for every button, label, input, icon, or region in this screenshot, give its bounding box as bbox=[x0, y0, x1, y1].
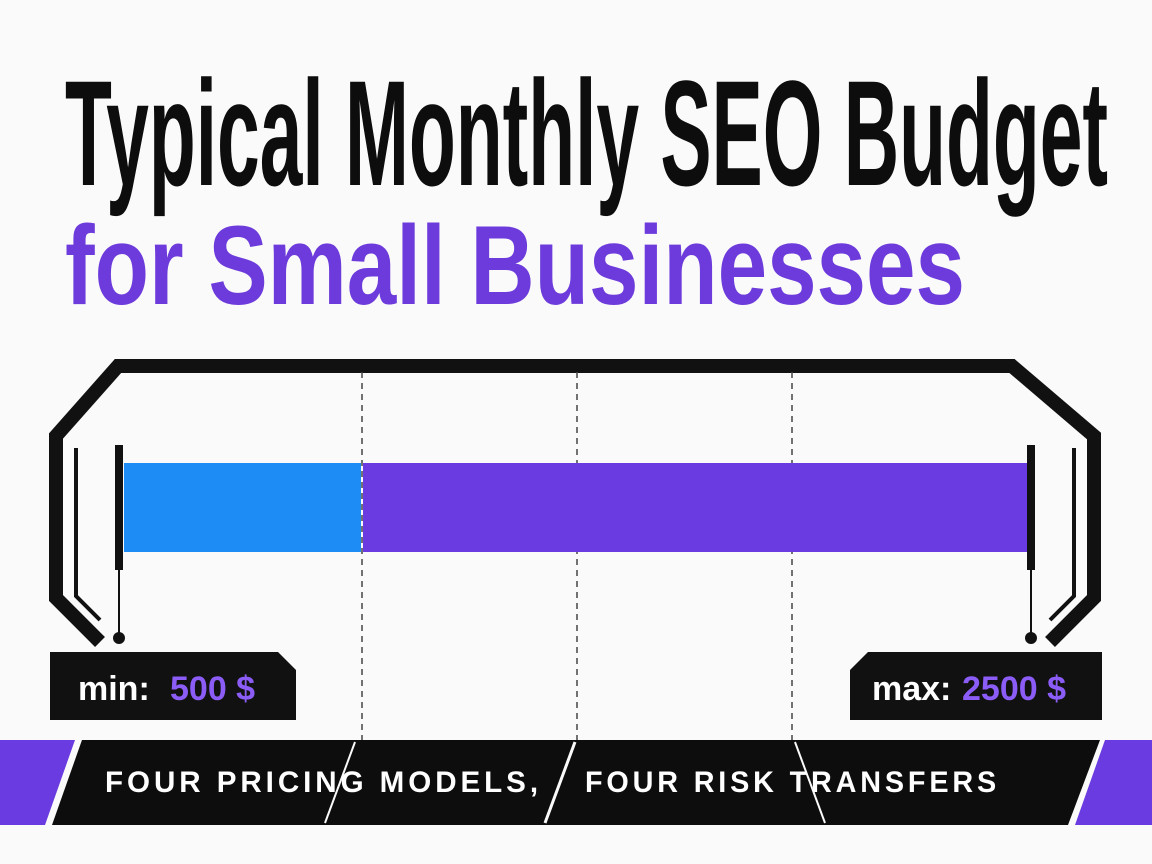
footer-slash bbox=[794, 741, 826, 824]
min-box bbox=[50, 652, 296, 720]
min-cap bbox=[115, 445, 123, 570]
max-label: max: bbox=[872, 670, 951, 708]
footer-accent-right bbox=[1075, 740, 1152, 825]
max-box bbox=[850, 652, 1102, 720]
footer-left: FOUR PRICING MODELS, bbox=[105, 766, 542, 799]
min-label: min: bbox=[78, 670, 150, 708]
footer-slash bbox=[543, 741, 577, 824]
range-bar-low bbox=[124, 463, 361, 552]
footer-right: FOUR RISK TRANSFERS bbox=[585, 766, 1000, 799]
bracket bbox=[49, 359, 1101, 647]
footer-accent-left bbox=[0, 740, 75, 825]
max-value: 2500 $ bbox=[962, 670, 1066, 708]
title-line-1: Typical Monthly SEO Budget bbox=[65, 49, 1108, 217]
title-line-2: for Small Businesses bbox=[65, 203, 965, 328]
max-dot bbox=[1025, 632, 1037, 644]
max-cap bbox=[1027, 445, 1035, 570]
min-value: 500 $ bbox=[170, 670, 255, 708]
min-dot bbox=[113, 632, 125, 644]
footer-slash bbox=[324, 741, 356, 824]
range-bar-high bbox=[363, 463, 1027, 552]
footer-band bbox=[52, 740, 1100, 825]
